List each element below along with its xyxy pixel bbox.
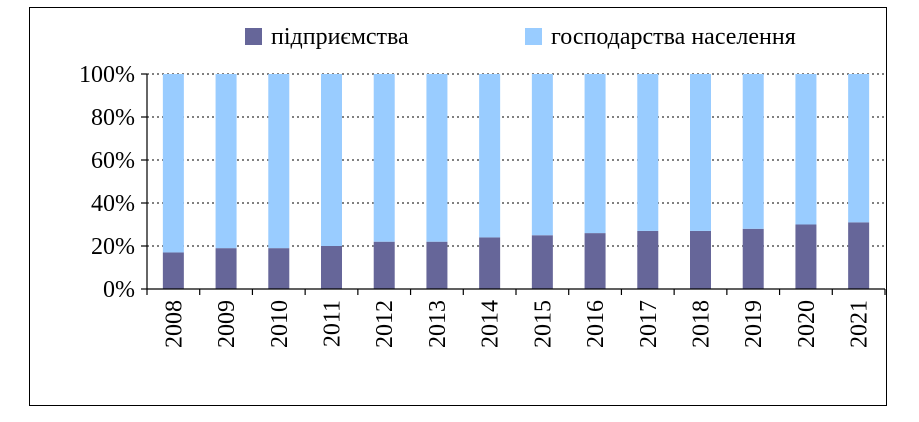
bar-segment-households	[162, 74, 184, 253]
x-tick-label: 2018	[689, 300, 715, 348]
x-tick-label: 2010	[267, 300, 293, 348]
x-tick-label: 2021	[847, 300, 873, 348]
bar-segment-households	[795, 74, 817, 225]
y-tick-label: 40%	[91, 191, 135, 217]
bar-segment-enterprises	[531, 235, 553, 289]
x-tick-label: 2011	[320, 300, 346, 347]
y-tick-labels: 0% 20% 40% 60% 80% 100%	[79, 62, 135, 303]
bar-segment-enterprises	[795, 224, 817, 289]
bar-segment-enterprises	[268, 248, 290, 289]
legend-swatch	[245, 28, 262, 45]
y-tick-label: 100%	[79, 62, 135, 88]
bar-segment-households	[848, 74, 870, 223]
bar-segment-households	[215, 74, 237, 249]
bar-segment-enterprises	[426, 241, 448, 289]
bar-segment-enterprises	[637, 230, 659, 289]
bar-segment-households	[637, 74, 659, 231]
legend-label: господарства населення	[551, 24, 796, 50]
x-tick-label: 2009	[214, 300, 240, 348]
bar-segment-households	[321, 74, 342, 246]
bar-segment-households	[268, 74, 290, 249]
y-tick-label: 80%	[91, 105, 135, 131]
legend-label: підприємства	[271, 24, 409, 50]
gridlines	[147, 73, 885, 247]
x-tick-label: 2019	[741, 300, 767, 348]
bar-segment-households	[742, 74, 764, 229]
x-tick-label: 2012	[372, 300, 398, 348]
x-tick-label: 2008	[161, 300, 187, 348]
bar-segment-households	[373, 74, 395, 242]
bar-segment-enterprises	[215, 248, 237, 289]
y-tick-label: 60%	[91, 148, 135, 174]
x-tick-label: 2015	[530, 300, 556, 348]
x-tick-labels: 2008 2009 2010 2011 2012 2013 2014 2015 2016 2017…	[161, 300, 872, 348]
bar-segment-enterprises	[162, 252, 184, 289]
bar-segment-enterprises	[479, 237, 501, 289]
x-tick-label: 2016	[583, 300, 609, 348]
bar-segment-households	[531, 74, 553, 236]
bar-segment-households	[690, 74, 711, 231]
legend-swatch	[525, 28, 542, 45]
x-tick-label: 2020	[794, 300, 820, 348]
bar-segment-enterprises	[742, 228, 764, 289]
bar-segment-households	[426, 74, 448, 242]
bar-segment-households	[479, 74, 501, 238]
bar-segment-enterprises	[848, 222, 870, 289]
bars	[162, 74, 870, 289]
y-tick-label: 0%	[103, 277, 135, 303]
bar-segment-enterprises	[321, 246, 342, 289]
legend: підприємства господарства населення	[245, 24, 796, 50]
bar-segment-enterprises	[690, 230, 711, 289]
axes	[141, 73, 886, 295]
bar-segment-enterprises	[584, 233, 606, 289]
x-tick-label: 2013	[425, 300, 451, 348]
x-tick-label: 2017	[636, 300, 662, 348]
bar-segment-households	[584, 74, 606, 234]
bar-segment-enterprises	[373, 241, 395, 289]
y-tick-label: 20%	[91, 234, 135, 260]
x-tick-label: 2014	[478, 300, 504, 348]
